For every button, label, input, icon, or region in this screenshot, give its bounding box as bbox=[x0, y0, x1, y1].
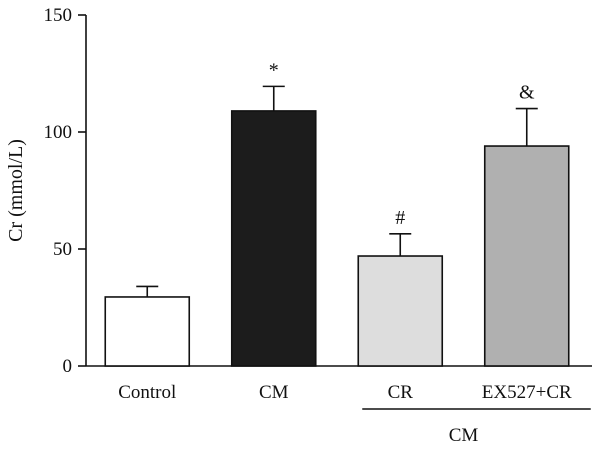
group-label: CM bbox=[449, 425, 479, 446]
y-tick-label-0: 0 bbox=[63, 356, 73, 377]
y-ticks: 0 50 100 150 bbox=[44, 5, 86, 377]
bars: * # & bbox=[104, 59, 570, 367]
y-tick-label-100: 100 bbox=[44, 122, 73, 143]
group-bracket: CM bbox=[362, 408, 591, 446]
bar-control bbox=[104, 296, 191, 367]
bar-cm bbox=[230, 110, 317, 367]
y-tick-label-50: 50 bbox=[53, 239, 72, 260]
y-axis-title: Cr (mmol/L) bbox=[5, 139, 27, 242]
x-tick-label-cm: CM bbox=[259, 382, 289, 403]
significance-mark-cm: * bbox=[269, 59, 279, 81]
bar-ex527-cr bbox=[483, 145, 570, 367]
x-tick-label-cr: CR bbox=[388, 382, 414, 403]
x-tick-label-ex527-cr: EX527+CR bbox=[482, 382, 572, 403]
bar-cr bbox=[357, 255, 444, 367]
x-tick-label-control: Control bbox=[118, 382, 176, 403]
y-tick-label-150: 150 bbox=[44, 5, 73, 26]
x-tick-labels: Control CM CR EX527+CR bbox=[118, 382, 572, 403]
significance-mark-ex527-cr: & bbox=[519, 82, 535, 104]
significance-mark-cr: # bbox=[395, 207, 405, 229]
